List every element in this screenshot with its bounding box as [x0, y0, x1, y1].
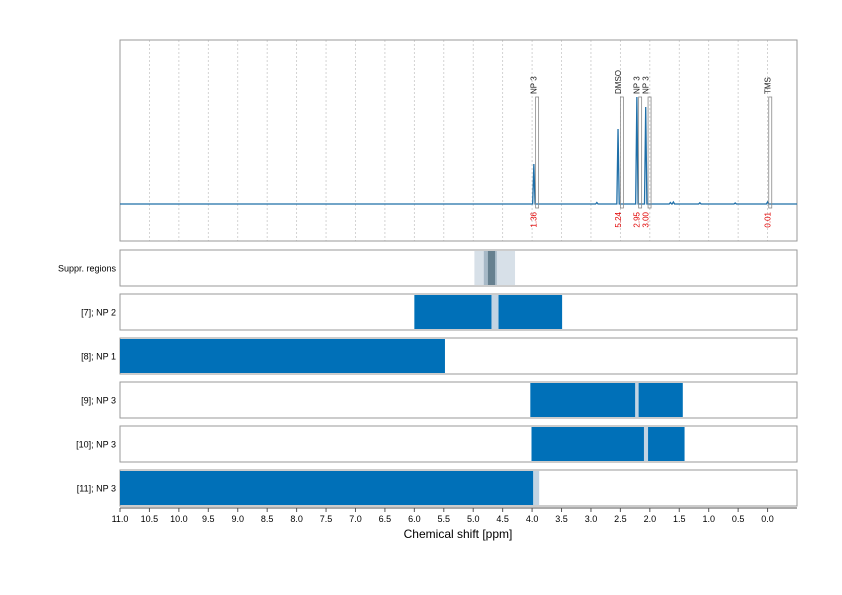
x-tick-label: 9.5	[202, 514, 215, 524]
region-bar	[530, 383, 683, 417]
x-tick-label: 8.0	[290, 514, 303, 524]
suppression-region-center	[487, 251, 495, 285]
x-tick-label: 1.5	[673, 514, 686, 524]
spectrum-panel: NP 3 1.36 DMSO 5.24 NP 3 2.95 NP 3 3.00 TMS 0.01	[119, 39, 798, 242]
track-label: [8]; NP 1	[81, 352, 116, 362]
peak-integral: 1.36	[529, 211, 538, 227]
peak-integral: 0.01	[764, 211, 773, 227]
x-tick-label: 5.0	[467, 514, 480, 524]
peak-box	[638, 96, 643, 209]
x-tick-label: 6.5	[379, 514, 392, 524]
peak-box	[647, 96, 652, 209]
suppressed-part	[635, 383, 639, 417]
x-tick-label: 3.5	[555, 514, 568, 524]
track-frame	[119, 249, 798, 287]
peak-label: DMSO	[614, 70, 623, 94]
region-tracks: Suppr. regions [7]; NP 2 [8]; NP 1 [9]; NP …	[58, 249, 798, 507]
peak-integral: 2.95	[633, 211, 642, 227]
region-bar	[120, 339, 445, 373]
grid	[119, 40, 768, 241]
x-tick-label: 0.0	[761, 514, 774, 524]
x-axis-label: Chemical shift [ppm]	[404, 527, 513, 541]
x-tick-label: 7.0	[349, 514, 362, 524]
track-frame	[119, 381, 798, 419]
x-tick-label: 2.5	[614, 514, 627, 524]
peak-box	[768, 96, 773, 209]
x-tick-label: 2.0	[644, 514, 657, 524]
peak-label: NP 3	[642, 76, 651, 94]
x-tick-label: 10.0	[170, 514, 188, 524]
x-tick-label: 4.0	[526, 514, 539, 524]
x-tick-label: 6.0	[408, 514, 421, 524]
x-tick-label: 7.5	[320, 514, 333, 524]
region-bar	[414, 295, 563, 329]
x-tick-label: 1.0	[702, 514, 715, 524]
track-label: [9]; NP 3	[81, 396, 116, 406]
suppressed-part	[533, 471, 540, 505]
track-label: [11]; NP 3	[77, 484, 116, 494]
x-tick-label: 11.0	[112, 514, 129, 524]
peak-label: TMS	[764, 77, 773, 94]
peak-integral: 5.24	[614, 211, 623, 227]
region-bar	[120, 471, 534, 505]
peak-box	[619, 96, 624, 209]
x-tick-label: 8.5	[261, 514, 274, 524]
x-tick-label: 10.5	[141, 514, 159, 524]
x-tick-label: 5.5	[438, 514, 451, 524]
suppressed-part	[643, 427, 649, 461]
x-axis: 11.0 10.5 10.0 9.5 9.0 8.5 8.0 7.5 7.0 6.5 6.0 5.5 5…	[112, 507, 797, 524]
track-frame	[119, 425, 798, 463]
peak-label: NP 3	[529, 76, 538, 94]
track-label: [7]; NP 2	[81, 308, 116, 318]
track-label: [10]; NP 3	[76, 440, 116, 450]
suppressed-part	[491, 295, 499, 329]
x-tick-label: 4.5	[496, 514, 509, 524]
x-tick-label: 0.5	[732, 514, 745, 524]
spectrum-frame	[119, 39, 798, 242]
track-label: Suppr. regions	[58, 264, 117, 274]
peak-box	[535, 96, 540, 209]
x-tick-label: 9.0	[231, 514, 244, 524]
spectrum-trace	[120, 96, 797, 205]
region-bar	[531, 427, 685, 461]
x-tick-label: 3.0	[585, 514, 598, 524]
peak-integral: 3.00	[642, 211, 651, 227]
peak-label: NP 3	[633, 76, 642, 94]
